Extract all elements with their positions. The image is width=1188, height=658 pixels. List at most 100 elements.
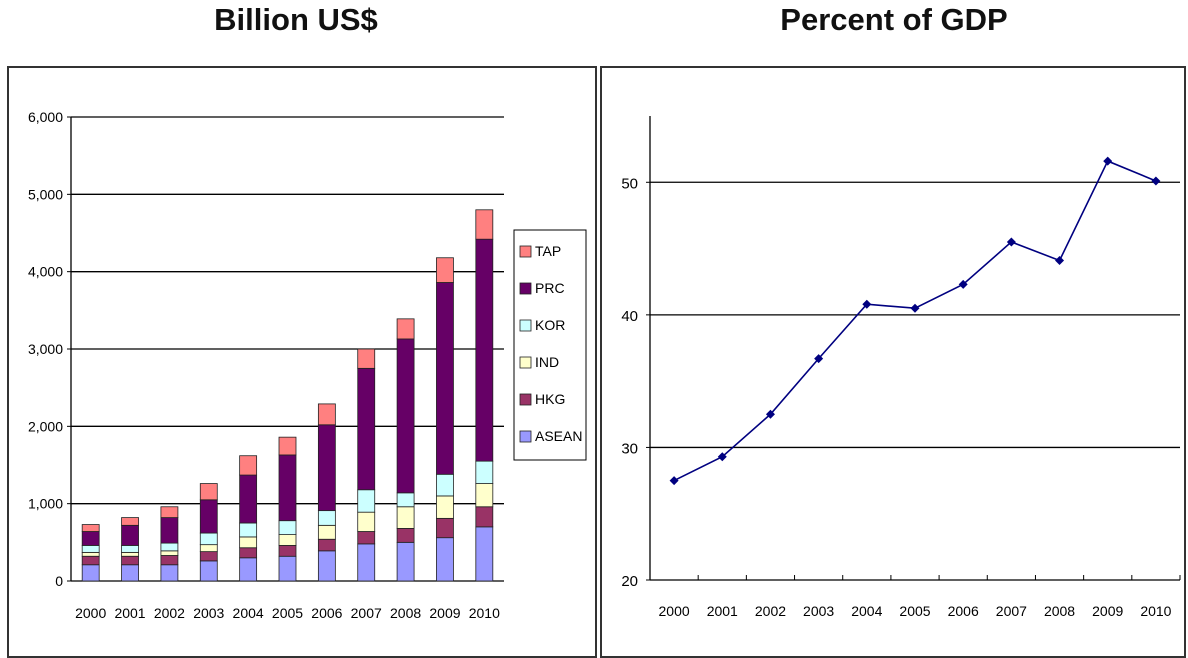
legend-label-kor: KOR xyxy=(535,317,565,333)
bar-segment-asean xyxy=(436,537,454,582)
x-tick-label: 2008 xyxy=(1044,603,1075,619)
bar-segment-hkg xyxy=(357,531,376,545)
x-tick-label: 2000 xyxy=(659,603,690,619)
bar-segment-asean xyxy=(475,526,494,582)
data-point xyxy=(958,279,968,289)
bar-segment-ind xyxy=(396,506,415,529)
stacked-bar-chart: 0 1,000 2,000 3,000 4,000 5,000 6,000 2000 2001 2… xyxy=(28,109,587,621)
x-tick-label: 2004 xyxy=(233,605,264,621)
bar-segment-hkg xyxy=(475,506,494,528)
bar-segment-hkg xyxy=(199,551,218,562)
bar-segment-kor xyxy=(436,473,454,497)
y-tick-label: 30 xyxy=(621,440,638,457)
x-tick-label: 2007 xyxy=(996,603,1027,619)
bar-segment-hkg xyxy=(396,528,415,543)
y-tick-label: 3,000 xyxy=(28,341,63,357)
bar-segment-asean xyxy=(396,541,415,582)
x-tick-label: 2005 xyxy=(272,605,303,621)
y-tick-label: 20 xyxy=(621,573,638,590)
bar-segment-hkg xyxy=(121,555,139,566)
bar-segment-ind xyxy=(278,534,297,546)
y-tick-label: 5,000 xyxy=(28,186,63,202)
bar-segment-prc xyxy=(199,499,218,534)
legend-label-hkg: HKG xyxy=(535,391,565,407)
y-tick-label: 50 xyxy=(621,175,638,192)
bar-segment-prc xyxy=(81,531,100,546)
x-tick-label: 2000 xyxy=(75,605,106,621)
legend-label-asean: ASEAN xyxy=(535,428,582,444)
legend-label-prc: PRC xyxy=(535,280,565,296)
bar-segment-hkg xyxy=(317,538,336,552)
bar-segment-kor xyxy=(121,545,139,553)
bar-segment-ind xyxy=(357,511,376,532)
bar-segment-hkg xyxy=(160,555,179,566)
legend-swatch-hkg xyxy=(519,393,532,406)
bar-segment-kor xyxy=(475,460,494,484)
bar-segment-ind xyxy=(317,524,336,540)
data-point xyxy=(910,303,920,313)
bar-segment-tap xyxy=(81,524,100,532)
bar-segment-asean xyxy=(317,550,336,582)
bar-segment-kor xyxy=(199,532,218,546)
x-tick-label: 2002 xyxy=(154,605,185,621)
bar-segment-kor xyxy=(160,542,179,552)
x-tick-label: 2009 xyxy=(1092,603,1123,619)
bar-segment-hkg xyxy=(81,555,100,566)
bar-segment-prc xyxy=(121,524,139,546)
x-tick-label: 2004 xyxy=(851,603,882,619)
data-point xyxy=(717,452,727,462)
bar-segment-ind xyxy=(239,536,258,549)
x-tick-label: 2003 xyxy=(193,605,224,621)
data-point xyxy=(1055,256,1065,266)
data-point xyxy=(1006,237,1016,247)
x-tick-label: 2003 xyxy=(803,603,834,619)
bar-segment-prc xyxy=(357,367,376,491)
x-tick-label: 2010 xyxy=(469,605,500,621)
data-point xyxy=(862,299,872,309)
y-tick-label: 2,000 xyxy=(28,418,63,434)
bar-segment-asean xyxy=(81,564,100,582)
x-tick-label: 2006 xyxy=(948,603,979,619)
legend-label-tap: TAP xyxy=(535,243,561,259)
legend-label-ind: IND xyxy=(535,354,559,370)
bar-segment-tap xyxy=(239,455,258,476)
series-line xyxy=(673,160,1157,482)
bar-segment-tap xyxy=(475,209,494,240)
bar-segment-tap xyxy=(436,257,454,283)
line-chart: 20 30 40 50 2000 2001 2002 2003 2004 2005 2006 2007… xyxy=(621,116,1181,619)
bar-segment-tap xyxy=(317,403,336,426)
bar-segment-kor xyxy=(396,492,415,508)
legend-swatch-kor xyxy=(519,319,532,332)
bar-segment-ind xyxy=(160,550,179,556)
bar-segment-tap xyxy=(199,483,218,501)
x-tick-label: 2005 xyxy=(899,603,930,619)
legend xyxy=(513,229,587,461)
x-tick-label: 2001 xyxy=(114,605,145,621)
bar-segment-hkg xyxy=(436,517,454,539)
bar-segment-hkg xyxy=(278,545,297,557)
legend-swatch-tap xyxy=(519,245,532,258)
y-tick-label: 1,000 xyxy=(28,496,63,512)
bar-segment-ind xyxy=(199,544,218,553)
bar-segment-kor xyxy=(357,489,376,513)
legend-swatch-prc xyxy=(519,282,532,295)
bar-segment-asean xyxy=(278,555,297,582)
bar-segment-prc xyxy=(160,517,179,544)
bar-segment-asean xyxy=(199,560,218,582)
data-point xyxy=(1151,176,1161,186)
bar-chart-title: Billion US$ xyxy=(214,2,378,37)
data-point xyxy=(765,409,775,419)
bar-segment-kor xyxy=(239,522,258,538)
bar-segment-prc xyxy=(436,282,454,475)
x-tick-label: 2007 xyxy=(351,605,382,621)
x-tick-label: 2010 xyxy=(1140,603,1171,619)
y-tick-label: 6,000 xyxy=(28,109,63,125)
legend-swatch-asean xyxy=(519,430,532,443)
bar-segment-prc xyxy=(396,338,415,494)
bar-segment-kor xyxy=(278,520,297,535)
x-tick-label: 2002 xyxy=(755,603,786,619)
bar-segment-tap xyxy=(357,348,376,369)
bar-segment-hkg xyxy=(239,547,258,559)
bar-segment-asean xyxy=(239,557,258,582)
data-point xyxy=(669,476,679,486)
